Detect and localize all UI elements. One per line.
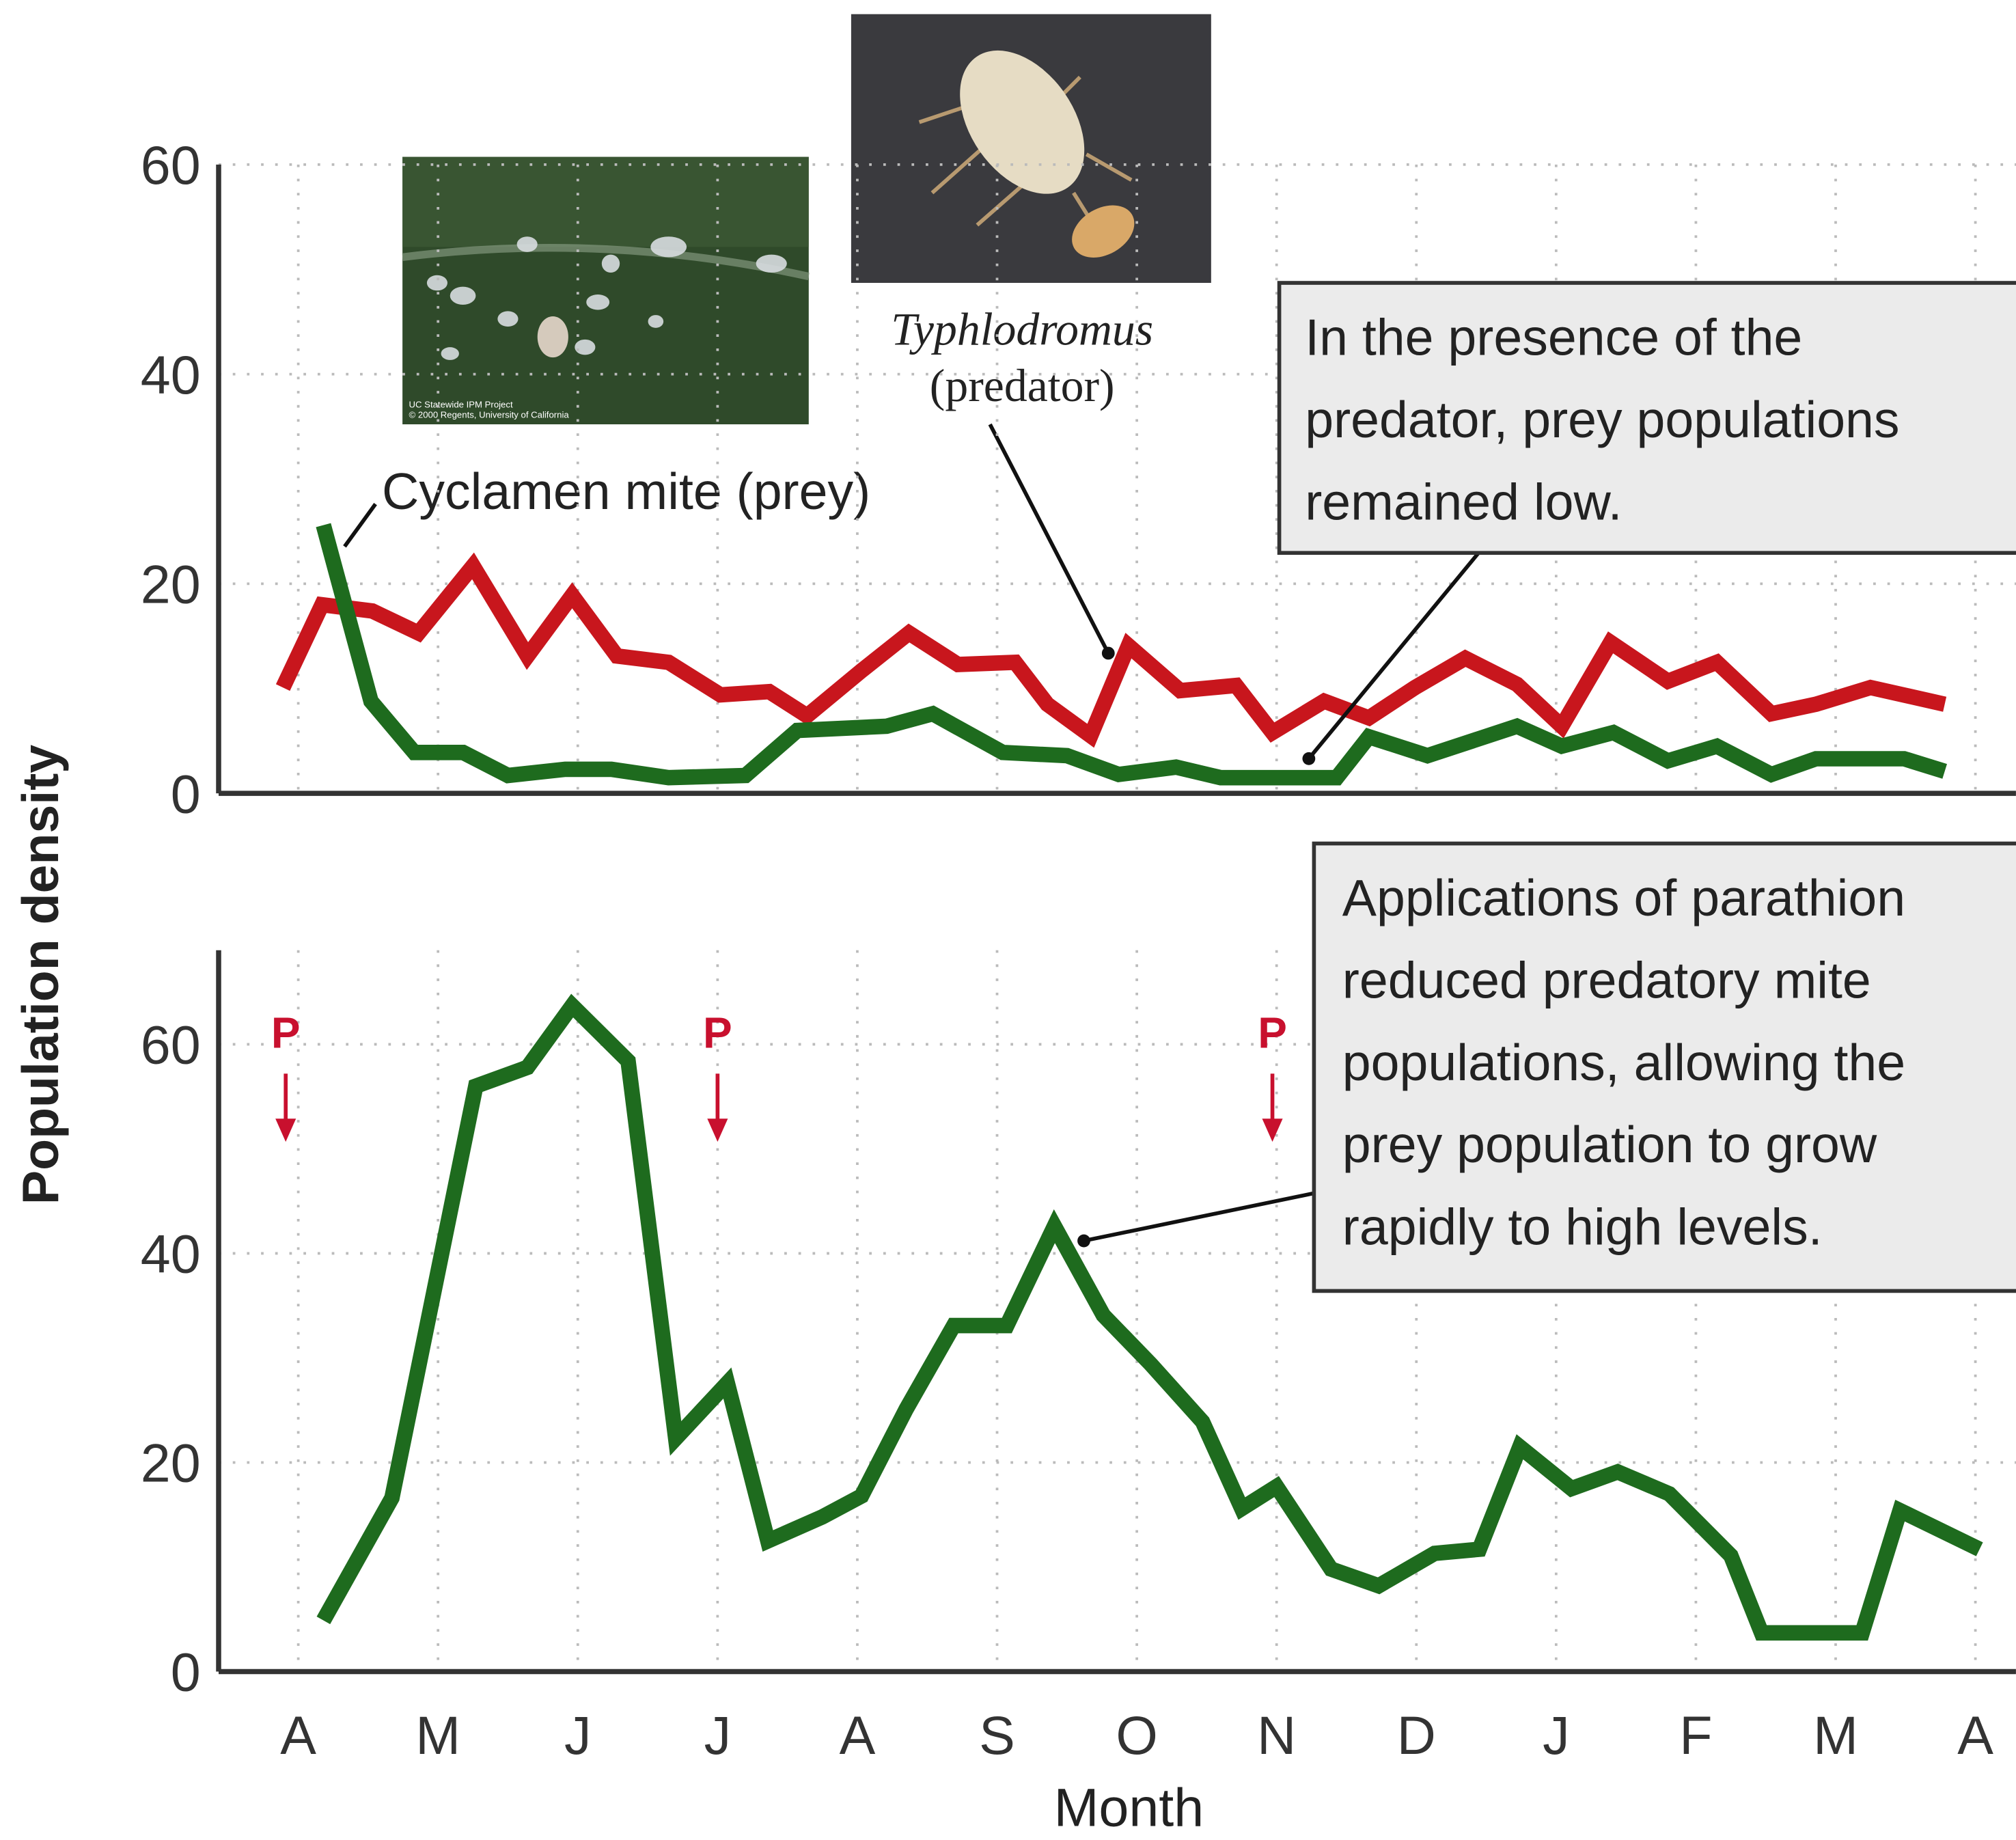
marker-arrowhead	[707, 1118, 728, 1142]
x-tick-label: M	[1813, 1705, 1858, 1766]
y-tick-label: 20	[141, 1433, 201, 1494]
pointer-dot	[1101, 646, 1115, 660]
callout-box	[1312, 841, 2016, 1293]
data-line	[316, 993, 1983, 1641]
photo-credit: UC Statewide IPM Project	[409, 400, 513, 410]
x-tick-label: J	[704, 1705, 732, 1766]
photo-credit: © 2000 Regents, University of California	[409, 410, 570, 420]
pointer-dot	[1077, 1234, 1090, 1248]
pointer	[1307, 551, 1480, 760]
pointer-dot	[1302, 752, 1316, 765]
callout-text: In the presence of the	[1305, 308, 1802, 366]
data-line	[275, 552, 1947, 748]
y-tick-label: 40	[141, 1224, 201, 1285]
y-tick-label: 40	[141, 344, 201, 405]
pointer	[988, 423, 1110, 655]
parathion-marker: P	[271, 1008, 301, 1142]
marker-label: P	[703, 1008, 732, 1058]
x-tick-label: F	[1679, 1705, 1712, 1766]
callout-text: reduced predatory mite	[1342, 951, 1871, 1008]
x-tick-label: M	[415, 1705, 460, 1766]
x-tick-label: D	[1397, 1705, 1436, 1766]
predator-photo	[851, 14, 1211, 284]
x-tick-label: N	[1257, 1705, 1296, 1766]
callout-text: prey population to grow	[1342, 1116, 1877, 1173]
y-tick-label: 60	[141, 135, 201, 195]
callout-text: rapidly to high levels.	[1342, 1198, 1823, 1256]
marker-arrowhead	[275, 1118, 296, 1142]
predator-name: Typhlodromus	[891, 303, 1153, 355]
x-tick-label: O	[1116, 1705, 1157, 1766]
callout-text: remained low.	[1305, 473, 1622, 530]
parathion-marker: P	[703, 1008, 732, 1142]
y-tick-label: 0	[171, 763, 201, 824]
y-tick-label: 20	[141, 554, 201, 615]
marker-label: P	[1258, 1008, 1287, 1058]
x-tick-label: A	[1957, 1705, 1993, 1766]
callout-text: predator, prey populations	[1305, 391, 1899, 448]
predator-role: (predator)	[930, 360, 1115, 411]
callout-text: Applications of parathion	[1342, 869, 1905, 926]
x-tick-label: J	[1543, 1705, 1570, 1766]
marker-arrowhead	[1262, 1118, 1283, 1142]
data-line	[316, 523, 1947, 786]
callout-text: populations, allowing the	[1342, 1034, 1905, 1091]
x-tick-label: S	[979, 1705, 1015, 1766]
parathion-marker: P	[1258, 1008, 1287, 1142]
pointer	[1083, 1191, 1314, 1243]
marker-label: P	[271, 1008, 301, 1058]
prey-photo: UC Statewide IPM Project © 2000 Regents,…	[402, 156, 810, 425]
x-tick-label: A	[280, 1705, 316, 1766]
callout-box	[1277, 281, 2016, 555]
x-tick-label: J	[564, 1705, 592, 1766]
y-axis-label: Population density	[12, 745, 69, 1205]
y-tick-label: 0	[171, 1642, 201, 1703]
pointer	[343, 503, 377, 548]
x-tick-label: A	[840, 1705, 876, 1766]
prey-label: Cyclamen mite (prey)	[382, 463, 870, 520]
y-tick-label: 60	[141, 1015, 201, 1075]
x-axis-label: Month	[1054, 1776, 1204, 1837]
